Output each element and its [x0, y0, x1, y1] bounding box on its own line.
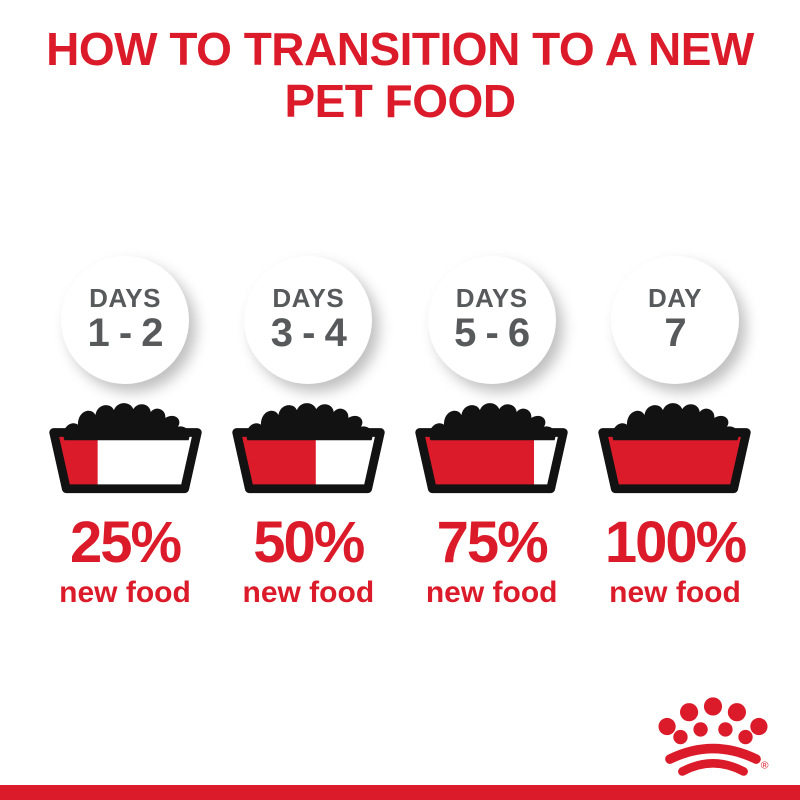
new-food-caption: new food — [425, 576, 558, 609]
footer-red-bar — [0, 785, 800, 800]
page-title: HOW TO TRANSITION TO A NEW PET FOOD — [0, 23, 800, 128]
new-food-caption: new food — [609, 576, 741, 609]
new-food-caption: new food — [59, 576, 191, 609]
new-food-percent: 25% — [69, 510, 182, 575]
bowl-svg — [48, 403, 202, 494]
day-label: DAY — [647, 283, 702, 313]
page-title-line-2: PET FOOD — [284, 74, 516, 127]
day-label: DAYS — [89, 283, 161, 313]
day-range: 3 - 4 — [270, 311, 347, 355]
food-bowl-icon — [409, 398, 574, 498]
registered-mark: ® — [761, 760, 769, 772]
new-food-caption: new food — [242, 576, 375, 609]
transition-step-day-7: DAY 7 100% new food — [590, 256, 760, 608]
food-bowl-icon — [226, 398, 391, 498]
day-badge: DAYS 5 - 6 — [427, 256, 556, 384]
food-bowl-icon — [43, 398, 208, 498]
new-food-percent: 100% — [604, 510, 747, 575]
bowl-svg — [415, 403, 568, 494]
day-badge: DAYS 1 - 2 — [61, 256, 189, 384]
food-bowl-icon — [592, 398, 757, 498]
transition-step-days-3-4: DAYS 3 - 4 50% new food — [223, 256, 393, 608]
day-range: 5 - 6 — [454, 311, 530, 355]
crown-svg: ® — [658, 697, 769, 776]
day-label: DAYS — [272, 283, 345, 313]
day-range: 7 — [664, 311, 686, 355]
day-badge: DAY 7 — [610, 256, 739, 384]
day-label: DAYS — [455, 283, 528, 313]
transition-step-days-5-6: DAYS 5 - 6 75% new food — [407, 256, 577, 608]
page-title-line-1: HOW TO TRANSITION TO A NEW — [46, 23, 754, 75]
day-range: 1 - 2 — [87, 311, 163, 355]
new-food-percent: 75% — [436, 510, 549, 575]
new-food-percent: 50% — [253, 510, 365, 575]
bowl-svg — [232, 403, 385, 494]
transition-steps-row: DAYS 1 - 2 25% new food DAYS 3 - 4 — [0, 256, 800, 608]
bowl-svg — [598, 403, 752, 494]
transition-step-days-1-2: DAYS 1 - 2 25% new food — [40, 256, 210, 608]
royal-canin-crown-logo: ® — [654, 694, 772, 782]
day-badge: DAYS 3 - 4 — [244, 256, 373, 384]
